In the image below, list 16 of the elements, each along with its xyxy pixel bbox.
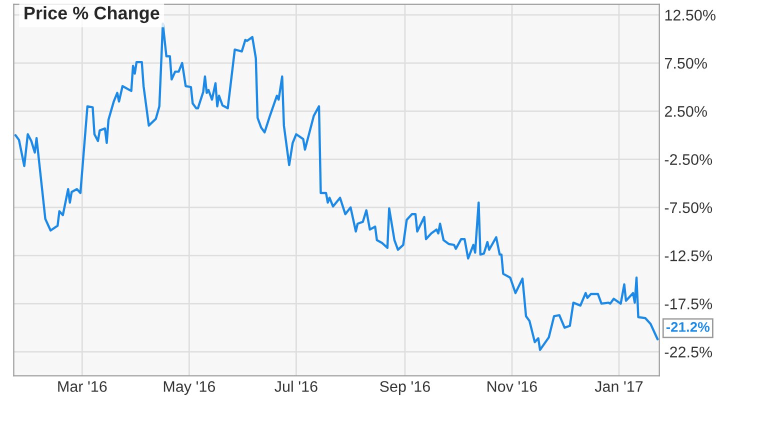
y-tick-label: -22.5% (664, 346, 712, 358)
x-tick-label: Jul '16 (274, 380, 318, 392)
y-tick-label: -2.50% (664, 154, 712, 165)
y-tick-label: 12.50% (665, 10, 716, 21)
y-tick-label: 7.50% (664, 58, 707, 69)
x-tick-label: Jan '17 (594, 381, 643, 392)
x-tick-label: Mar '16 (58, 381, 107, 392)
annotation: -21.2% (666, 322, 710, 332)
y-tick-label: 2.50% (664, 106, 707, 117)
y-tick-label: -12.5% (664, 250, 712, 262)
x-tick-label: Nov '16 (488, 381, 537, 392)
y-tick-label: -7.50% (664, 202, 712, 214)
x-tick-label: May '16 (164, 381, 216, 395)
x-tick-label: Sep '16 (380, 381, 430, 395)
y-tick-label: -17.5% (664, 298, 712, 310)
chart-title: Price % Change (24, 6, 160, 24)
